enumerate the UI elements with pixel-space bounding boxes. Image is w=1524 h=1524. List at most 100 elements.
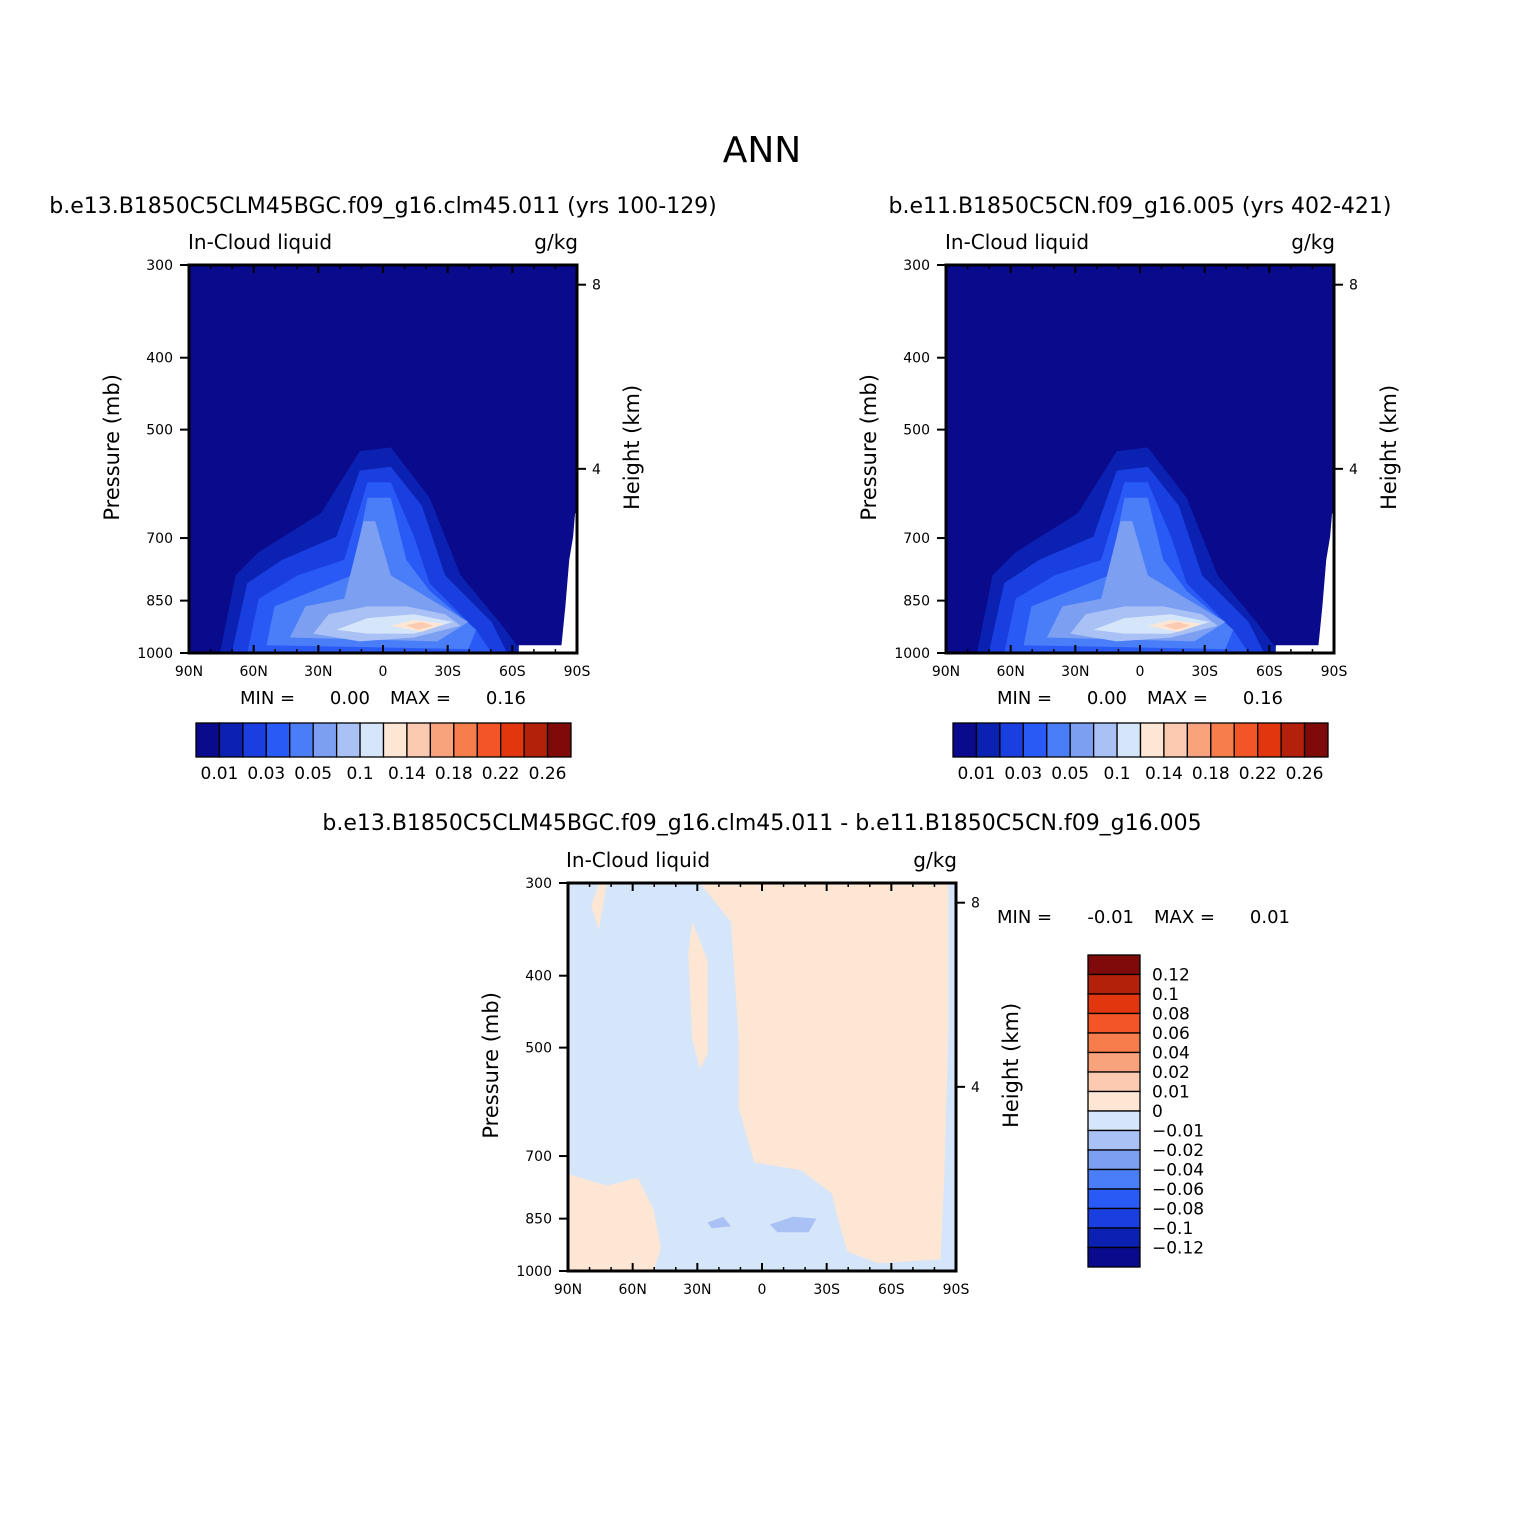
max-value: 0.01 xyxy=(1250,907,1290,928)
y-tick-label: 300 xyxy=(146,258,173,274)
contour-plot: 90N 60N 30N 0 30S 60S 90S 300 400 500 700 850 1000 8 4… xyxy=(100,258,644,680)
x-tick-label: 30N xyxy=(683,1282,711,1298)
y-tick-label: 700 xyxy=(903,531,930,547)
colorbar-label: 0.08 xyxy=(1152,1005,1190,1025)
colorbar-label: 0.02 xyxy=(1152,1063,1190,1083)
height-tick-label: 8 xyxy=(592,278,601,294)
y-tick-label: 400 xyxy=(903,351,930,367)
y-tick-label: 700 xyxy=(146,531,173,547)
contour-fill-level xyxy=(568,1174,662,1271)
y-axis-label: Pressure (mb) xyxy=(479,992,503,1139)
missing-data-region xyxy=(1275,513,1334,653)
colorbar-box xyxy=(382,722,408,758)
contour-fill-level xyxy=(699,883,953,1264)
colorbar-label: 0.04 xyxy=(1152,1044,1190,1064)
colorbar-box xyxy=(1087,1207,1141,1229)
colorbar-box xyxy=(265,722,291,758)
min-max-readout: MIN = 0.00 MAX = 0.16 xyxy=(997,688,1283,709)
colorbar-box xyxy=(1303,722,1329,758)
y-tick-label: 850 xyxy=(146,594,173,610)
contour-fill-level xyxy=(406,622,434,630)
x-tick-label: 60S xyxy=(878,1282,905,1298)
colorbar-label: −0.1 xyxy=(1152,1219,1193,1239)
min-max-readout: MIN = -0.01 MAX = 0.01 xyxy=(997,907,1290,928)
x-tick-label: 60N xyxy=(619,1282,647,1298)
colorbar-box xyxy=(1087,993,1141,1015)
colorbar-box xyxy=(289,722,314,758)
colorbar-box xyxy=(500,722,525,758)
height-tick-label: 4 xyxy=(971,1080,980,1096)
colorbar-box xyxy=(1280,722,1306,758)
panel-units-label: g/kg xyxy=(1291,230,1335,254)
y-tick-label: 400 xyxy=(146,351,173,367)
colorbar-box xyxy=(1087,973,1141,995)
colorbar-box xyxy=(242,722,267,758)
colorbar-label: 0.1 xyxy=(347,764,374,784)
x-tick-label: 90N xyxy=(932,664,960,680)
colorbar-label: 0.03 xyxy=(247,764,285,784)
colorbar-box xyxy=(1139,722,1165,758)
x-tick-label: 30S xyxy=(1191,664,1218,680)
colorbar-box xyxy=(406,722,432,758)
max-label: MAX = xyxy=(1154,907,1215,928)
x-tick-label: 90N xyxy=(175,664,203,680)
min-label: MIN = xyxy=(240,688,295,709)
colorbar-label: 0.01 xyxy=(958,764,996,784)
colorbar-label: 0.1 xyxy=(1152,985,1179,1005)
y-tick-label: 500 xyxy=(146,423,173,439)
min-label: MIN = xyxy=(997,688,1052,709)
colorbar-box xyxy=(523,722,549,758)
y-tick-label: 1000 xyxy=(516,1264,552,1280)
colorbar-box xyxy=(1210,722,1235,758)
x-tick-label: 60N xyxy=(997,664,1025,680)
max-label: MAX = xyxy=(390,688,451,709)
x-tick-label: 90S xyxy=(1321,664,1348,680)
colorbar-box xyxy=(952,722,978,758)
min-value: -0.01 xyxy=(1087,907,1134,928)
colorbar-box xyxy=(218,722,244,758)
colorbar-label: 0.03 xyxy=(1004,764,1042,784)
colorbar-box xyxy=(975,722,1001,758)
colorbar-box xyxy=(1022,722,1048,758)
colorbar: 0.01 0.03 0.05 0.1 0.14 0.18 0.22 0.26 xyxy=(952,722,1329,784)
contour-fill-level xyxy=(591,883,607,930)
x-tick-label: 60S xyxy=(1256,664,1283,680)
colorbar-label: 0.14 xyxy=(1145,764,1183,784)
x-tick-label: 30S xyxy=(434,664,461,680)
colorbar-box xyxy=(999,722,1024,758)
max-label: MAX = xyxy=(1147,688,1208,709)
colorbar-box xyxy=(195,722,221,758)
colorbar-label: 0.14 xyxy=(388,764,426,784)
colorbar-box xyxy=(1092,722,1118,758)
colorbar-box xyxy=(1087,1110,1141,1132)
colorbar-label: 0.22 xyxy=(1239,764,1277,784)
colorbar-box xyxy=(359,722,385,758)
colorbar-box xyxy=(453,722,478,758)
colorbar-box xyxy=(1087,1051,1141,1073)
colorbar-label: −0.04 xyxy=(1152,1161,1204,1181)
height-tick-label: 4 xyxy=(592,462,601,478)
colorbar: 0.120.10.080.060.040.020.010−0.01−0.02−0… xyxy=(1087,954,1204,1268)
colorbar-box xyxy=(312,722,338,758)
colorbar-label: 0.22 xyxy=(482,764,520,784)
colorbar-label: 0.12 xyxy=(1152,966,1190,986)
contour-fill-level xyxy=(707,1216,731,1229)
x-tick-label: 30N xyxy=(304,664,332,680)
min-value: 0.00 xyxy=(330,688,370,709)
panel-variable-label: In-Cloud liquid xyxy=(945,230,1089,254)
x-tick-label: 0 xyxy=(379,664,388,680)
colorbar-label: −0.12 xyxy=(1152,1239,1204,1259)
y-tick-label: 500 xyxy=(525,1041,552,1057)
colorbar-box xyxy=(546,722,572,758)
colorbar: 0.01 0.03 0.05 0.1 0.14 0.18 0.22 0.26 xyxy=(195,722,572,784)
x-tick-label: 60S xyxy=(499,664,526,680)
figure-title: ANN xyxy=(723,130,802,171)
panel-control-run: b.e13.B1850C5CLM45BGC.f09_g16.clm45.011 … xyxy=(49,194,717,784)
contour-fill-level xyxy=(948,883,956,1058)
colorbar-label: 0.26 xyxy=(529,764,567,784)
contour-fill-level xyxy=(769,1216,817,1233)
y-tick-label: 500 xyxy=(903,423,930,439)
colorbar-label: −0.08 xyxy=(1152,1200,1204,1220)
y-tick-label: 1000 xyxy=(894,646,930,662)
